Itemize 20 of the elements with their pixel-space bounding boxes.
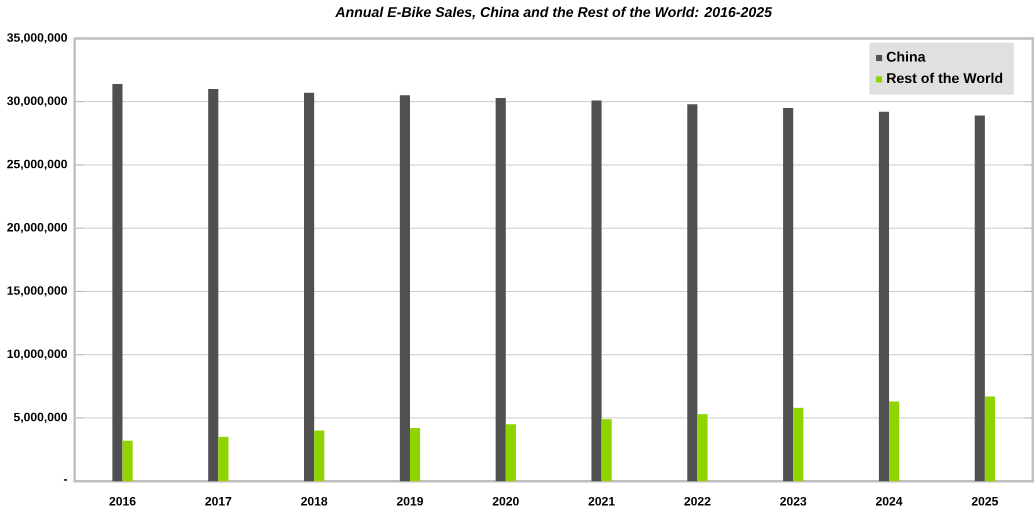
bar — [409, 427, 421, 482]
bar — [889, 401, 900, 482]
bar — [783, 107, 794, 482]
bar — [878, 111, 890, 482]
bar — [697, 414, 708, 482]
bar — [793, 407, 804, 482]
bar — [112, 83, 123, 482]
bar — [505, 424, 516, 482]
bar — [495, 97, 506, 482]
bar — [218, 436, 229, 482]
bar — [304, 92, 315, 482]
bar — [314, 430, 325, 482]
bar — [687, 104, 698, 482]
bar — [122, 440, 133, 482]
bar — [399, 95, 410, 482]
bar — [984, 396, 996, 482]
bar — [208, 88, 219, 482]
bar — [591, 100, 602, 482]
bar — [601, 419, 612, 482]
bar — [974, 115, 985, 482]
